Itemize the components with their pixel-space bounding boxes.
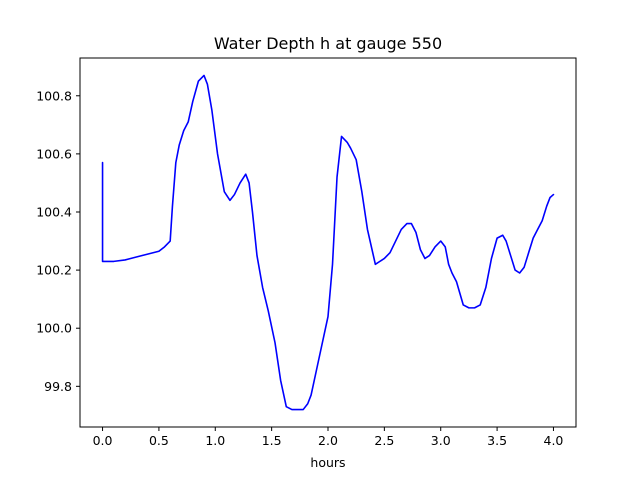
x-tick-label: 3.5 [487,433,507,448]
y-tick-label: 99.8 [44,379,72,394]
x-axis-ticks: 0.0 0.5 1.0 1.5 2.0 2.5 3.0 3.5 4.0 [93,427,564,448]
series-group [101,74,555,411]
x-tick-label: 1.5 [262,433,282,448]
x-tick-label: 2.5 [374,433,394,448]
x-tick-label: 1.0 [205,433,225,448]
x-axis-label: hours [310,455,345,470]
y-tick-label: 100.6 [36,146,72,161]
series-line-water-depth [101,74,555,411]
x-tick-label: 3.0 [431,433,451,448]
x-tick-label: 2.0 [318,433,338,448]
y-tick-label: 100.8 [36,88,72,103]
x-tick-label: 0.5 [149,433,169,448]
chart-title: Water Depth h at gauge 550 [214,34,442,53]
y-axis-ticks: 99.8 100.0 100.2 100.4 100.6 100.8 [36,88,80,394]
y-tick-label: 100.0 [36,321,72,336]
y-tick-label: 100.2 [36,263,72,278]
y-tick-label: 100.4 [36,204,72,219]
x-tick-label: 0.0 [93,433,113,448]
x-tick-label: 4.0 [544,433,564,448]
